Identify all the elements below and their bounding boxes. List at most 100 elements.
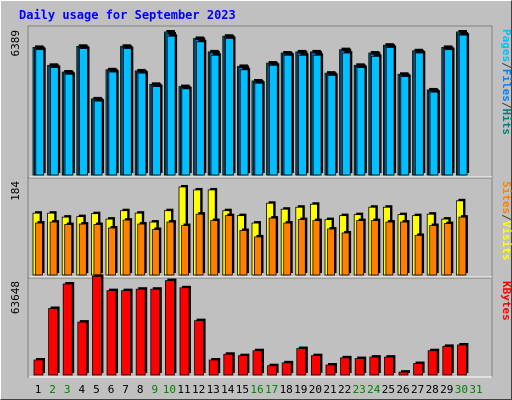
legend-item-hits-4: Hits xyxy=(500,109,512,136)
bar-visits-sites-13 xyxy=(210,220,219,276)
bar-visits-sites-20 xyxy=(312,220,321,276)
x-tick-label-30: 30 xyxy=(455,383,468,396)
bar-hits-pages-3 xyxy=(64,73,74,176)
x-tick-label-29: 29 xyxy=(440,383,453,396)
x-tick-label-6: 6 xyxy=(108,383,115,396)
bar-hits-pages-29 xyxy=(444,49,453,176)
bar-kbytes-kbytes-7 xyxy=(121,290,131,376)
bar-hits-pages-18 xyxy=(283,54,293,176)
bar-hits-pages-16 xyxy=(254,82,264,176)
x-tick-label-22: 22 xyxy=(338,383,351,396)
bar-hits-pages-6 xyxy=(108,71,118,176)
bar-visits-sites-19 xyxy=(297,219,306,276)
bar-kbytes-kbytes-16 xyxy=(252,350,263,376)
bar-hits-pages-8 xyxy=(137,72,147,176)
bar-kbytes-kbytes-21 xyxy=(325,364,336,376)
bar-kbytes-kbytes-1 xyxy=(33,359,44,376)
bar-hits-pages-25 xyxy=(385,47,395,176)
legend-hits: Pages/Files/Hits xyxy=(500,29,512,135)
legend-item-visits-1: / xyxy=(500,214,512,221)
bar-visits-sites-28 xyxy=(429,225,438,276)
bar-visits-sites-6 xyxy=(108,227,116,276)
bar-visits-sites-25 xyxy=(385,221,394,276)
legend-item-visits-0: Sites xyxy=(500,181,512,214)
bar-visits-sites-7 xyxy=(122,219,131,276)
bar-hits-pages-1 xyxy=(35,49,45,176)
bar-hits-pages-22 xyxy=(341,52,351,176)
bar-kbytes-kbytes-14 xyxy=(223,353,234,376)
bar-hits-pages-7 xyxy=(123,48,132,176)
bar-kbytes-kbytes-13 xyxy=(208,359,219,376)
bar-hits-pages-26 xyxy=(400,76,410,176)
bar-hits-pages-5 xyxy=(93,100,103,176)
bar-kbytes-kbytes-9 xyxy=(150,288,161,376)
x-tick-label-3: 3 xyxy=(64,383,71,396)
bar-hits-pages-9 xyxy=(152,86,161,176)
bar-hits-pages-19 xyxy=(298,54,307,176)
bar-visits-sites-5 xyxy=(93,224,102,276)
bar-kbytes-kbytes-20 xyxy=(310,355,321,376)
bar-visits-sites-29 xyxy=(443,223,452,276)
bar-hits-pages-28 xyxy=(429,91,439,176)
bar-kbytes-kbytes-29 xyxy=(442,346,453,376)
bar-hits-pages-11 xyxy=(181,88,191,176)
x-tick-label-17: 17 xyxy=(265,383,278,396)
bar-hits-pages-27 xyxy=(414,52,424,176)
bar-hits-pages-12 xyxy=(195,41,205,176)
x-tick-label-7: 7 xyxy=(122,383,129,396)
x-tick-label-15: 15 xyxy=(236,383,249,396)
bar-hits-pages-15 xyxy=(239,69,249,176)
bar-kbytes-kbytes-22 xyxy=(340,357,351,376)
bar-kbytes-kbytes-25 xyxy=(383,356,394,376)
x-tick-label-27: 27 xyxy=(411,383,424,396)
bar-visits-sites-30 xyxy=(458,216,467,276)
bar-hits-pages-4 xyxy=(79,48,88,176)
x-tick-label-23: 23 xyxy=(353,383,366,396)
legend-item-kbytes-0: KBytes xyxy=(500,281,512,321)
bar-kbytes-kbytes-10 xyxy=(164,280,175,376)
bar-visits-sites-15 xyxy=(239,230,248,276)
bar-kbytes-kbytes-6 xyxy=(106,290,117,376)
bar-visits-sites-17 xyxy=(268,217,277,276)
bar-visits-sites-22 xyxy=(341,232,350,276)
bar-visits-sites-11 xyxy=(181,225,189,276)
bar-kbytes-kbytes-2 xyxy=(48,308,58,376)
bar-kbytes-kbytes-15 xyxy=(237,355,248,376)
x-tick-label-19: 19 xyxy=(294,383,307,396)
bar-kbytes-kbytes-28 xyxy=(427,350,438,376)
bar-kbytes-kbytes-12 xyxy=(194,320,205,376)
bar-visits-sites-14 xyxy=(224,215,233,276)
legend-item-hits-0: Pages xyxy=(500,29,512,62)
x-tick-label-25: 25 xyxy=(382,383,395,396)
legend-item-hits-3: / xyxy=(500,102,512,109)
bar-visits-sites-23 xyxy=(356,220,365,276)
x-tick-label-16: 16 xyxy=(250,383,263,396)
x-tick-label-4: 4 xyxy=(78,383,85,396)
x-tick-label-18: 18 xyxy=(280,383,293,396)
bar-kbytes-kbytes-8 xyxy=(135,288,146,376)
bar-visits-sites-4 xyxy=(78,223,87,276)
bar-hits-pages-30 xyxy=(458,34,468,176)
bar-kbytes-kbytes-5 xyxy=(92,275,102,376)
x-tick-label-26: 26 xyxy=(396,383,409,396)
scale-label-kbytes: 63648 xyxy=(9,281,22,314)
x-tick-label-9: 9 xyxy=(151,383,158,396)
bar-kbytes-kbytes-27 xyxy=(413,363,424,376)
bar-hits-pages-20 xyxy=(312,54,322,176)
bar-kbytes-kbytes-4 xyxy=(77,321,88,376)
x-tick-label-12: 12 xyxy=(192,383,205,396)
x-tick-label-28: 28 xyxy=(426,383,439,396)
bar-hits-pages-13 xyxy=(210,54,220,176)
bar-visits-sites-1 xyxy=(35,222,43,276)
bar-hits-pages-10 xyxy=(166,35,176,176)
x-tick-label-13: 13 xyxy=(207,383,220,396)
bar-visits-sites-18 xyxy=(283,222,292,276)
x-tick-label-20: 20 xyxy=(309,383,322,396)
x-tick-label-2: 2 xyxy=(49,383,56,396)
x-tick-label-1: 1 xyxy=(35,383,42,396)
bar-kbytes-kbytes-30 xyxy=(456,344,467,376)
x-tick-label-24: 24 xyxy=(367,383,381,396)
bar-hits-pages-21 xyxy=(327,74,337,176)
bar-kbytes-kbytes-19 xyxy=(296,348,307,376)
